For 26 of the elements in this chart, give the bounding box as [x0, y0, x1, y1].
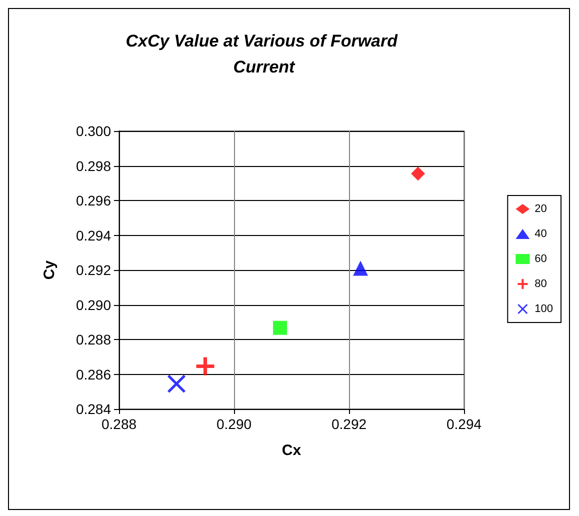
y-axis-title: Cy [41, 260, 58, 280]
x-tick-label: 0.288 [101, 416, 137, 432]
y-tick-label: 0.284 [76, 401, 112, 417]
point [273, 320, 287, 335]
legend-label: 20 [534, 203, 547, 215]
y-tick-label: 0.298 [76, 158, 112, 174]
point [196, 357, 214, 376]
legend-label: 80 [534, 278, 547, 290]
y-tick-label: 0.286 [76, 366, 112, 382]
y-tick-label: 0.292 [76, 262, 112, 278]
x-tick-label: 0.290 [216, 416, 252, 432]
legend-label: 100 [534, 303, 554, 315]
legend-label: 40 [534, 228, 547, 240]
point [353, 260, 368, 276]
point [411, 166, 425, 181]
x-tick-label: 0.294 [446, 416, 482, 432]
x-axis-title: Cx [282, 442, 302, 459]
legend-label: 60 [534, 253, 547, 265]
y-tick-label: 0.288 [76, 332, 112, 348]
y-tick-label: 0.294 [76, 227, 112, 244]
point [168, 374, 186, 393]
chart-title: CxCy Value at Various of Forward Current [126, 32, 402, 76]
y-tick-label: 0.296 [76, 192, 112, 208]
y-tick-label: 0.300 [76, 123, 112, 139]
x-tick-label: 0.292 [331, 416, 367, 432]
y-tick-label: 0.290 [76, 296, 112, 313]
